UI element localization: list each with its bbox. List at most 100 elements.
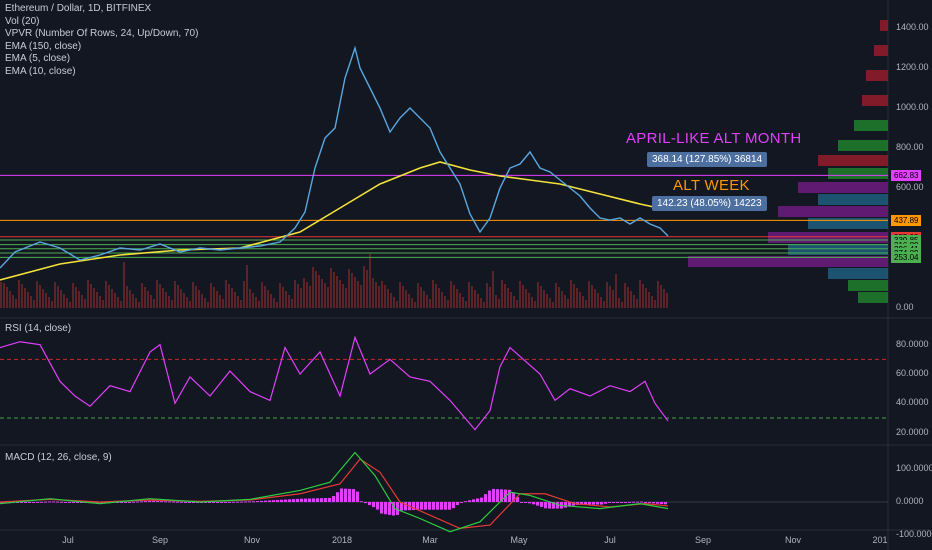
- volume-bar: [285, 291, 287, 308]
- volume-bar: [150, 295, 152, 308]
- volume-bar: [522, 285, 524, 308]
- volume-bar: [75, 287, 77, 308]
- volume-bar: [246, 265, 248, 308]
- rsi-pane-label[interactable]: RSI (14, close): [5, 323, 72, 334]
- volume-bar: [516, 300, 518, 308]
- macd-histogram-bar: [400, 502, 403, 511]
- macd-histogram-bar: [568, 502, 571, 507]
- volume-bar: [207, 302, 209, 308]
- volume-bar: [363, 266, 365, 308]
- macd-histogram-bar: [608, 502, 611, 503]
- indicator-vpvr[interactable]: VPVR (Number Of Rows, 24, Up/Down, 70): [5, 28, 199, 39]
- volume-bar: [501, 280, 503, 308]
- volume-bar: [465, 301, 467, 308]
- volume-bar: [69, 302, 71, 308]
- macd-histogram-bar: [648, 502, 651, 504]
- macd-histogram-bar: [600, 502, 603, 505]
- volume-bar: [627, 287, 629, 308]
- volume-bar: [282, 287, 284, 308]
- volume-bar: [147, 291, 149, 308]
- time-tick-label: 201: [872, 535, 888, 545]
- macd-histogram-bar: [252, 501, 255, 503]
- macd-histogram-bar: [640, 501, 643, 503]
- volume-bar: [18, 280, 20, 308]
- chart-header: Ethereum / Dollar, 1D, BITFINEX Vol (20)…: [5, 3, 198, 78]
- indicator-ema10[interactable]: EMA (10, close): [5, 65, 76, 77]
- macd-histogram-bar: [32, 502, 35, 503]
- volume-bar: [279, 283, 281, 308]
- macd-histogram-bar: [248, 501, 251, 503]
- volume-bar: [534, 301, 536, 308]
- volume-bar: [450, 281, 452, 308]
- volume-bar: [216, 291, 218, 308]
- macd-histogram-bar: [236, 501, 239, 503]
- volume-bar: [201, 294, 203, 308]
- volume-bar: [336, 276, 338, 308]
- macd-histogram-bar: [364, 502, 367, 504]
- volume-bar: [597, 293, 599, 308]
- volume-bar: [111, 289, 113, 308]
- volume-bar: [261, 282, 263, 308]
- macd-histogram-bar: [276, 499, 279, 502]
- volume-bar: [237, 296, 239, 308]
- macd-histogram-bar: [148, 500, 151, 502]
- chart-title: Ethereum / Dollar, 1D, BITFINEX: [5, 3, 152, 14]
- volume-bar: [546, 294, 548, 308]
- volume-bar: [489, 287, 491, 308]
- indicator-vol[interactable]: Vol (20): [5, 15, 40, 27]
- vpvr-row: [866, 70, 888, 81]
- volume-bar: [96, 292, 98, 308]
- macd-histogram-bar: [388, 502, 391, 515]
- macd-histogram-bar: [124, 502, 127, 503]
- volume-bar: [171, 300, 173, 308]
- level-price-badge: 437.89: [891, 215, 922, 227]
- vpvr-row: [848, 280, 888, 291]
- macd-histogram-bar: [304, 498, 307, 502]
- volume-bar: [105, 281, 107, 308]
- volume-bar: [270, 294, 272, 308]
- alt-week-annotation: ALT WEEK: [673, 177, 750, 194]
- volume-bar: [354, 277, 356, 308]
- volume-bar: [297, 284, 299, 308]
- volume-bar: [51, 301, 53, 308]
- volume-bar: [3, 283, 5, 308]
- indicator-ema5[interactable]: EMA (5, close): [5, 53, 71, 64]
- macd-histogram-bar: [380, 502, 383, 514]
- vpvr-row: [828, 168, 888, 179]
- macd-histogram-bar: [476, 498, 479, 502]
- macd-histogram-bar: [220, 502, 223, 503]
- volume-bar: [381, 281, 383, 308]
- volume-bar: [294, 280, 296, 308]
- macd-histogram-bar: [636, 501, 639, 503]
- volume-bar: [603, 301, 605, 308]
- macd-histogram-bar: [168, 501, 171, 503]
- volume-bar: [222, 299, 224, 308]
- time-tick-label: Sep: [694, 535, 712, 545]
- macd-histogram-bar: [68, 502, 71, 503]
- volume-bar: [78, 291, 80, 308]
- volume-bar: [27, 292, 29, 308]
- volume-bar: [345, 288, 347, 308]
- macd-histogram-bar: [404, 502, 407, 511]
- macd-histogram-bar: [340, 488, 343, 502]
- price-tick-label: 1400.00: [896, 22, 929, 32]
- volume-bar: [585, 300, 587, 308]
- volume-bar: [117, 297, 119, 308]
- indicator-ema150[interactable]: EMA (150, close): [5, 40, 82, 52]
- macd-histogram-bar: [328, 497, 331, 502]
- macd-pane-label[interactable]: MACD (12, 26, close, 9): [5, 452, 112, 463]
- macd-tick-label: 0.0000: [896, 496, 924, 506]
- volume-bar: [564, 295, 566, 308]
- macd-histogram-bar: [436, 502, 439, 510]
- vpvr-row: [818, 194, 888, 205]
- volume-bar: [342, 284, 344, 308]
- macd-histogram-bar: [36, 501, 39, 503]
- volume-bar: [375, 282, 377, 308]
- macd-histogram-bar: [312, 498, 315, 502]
- macd-histogram-bar: [440, 502, 443, 510]
- volume-bar: [210, 283, 212, 308]
- volume-bar: [57, 286, 59, 308]
- macd-histogram-bar: [628, 501, 631, 503]
- rsi-line: [0, 335, 669, 431]
